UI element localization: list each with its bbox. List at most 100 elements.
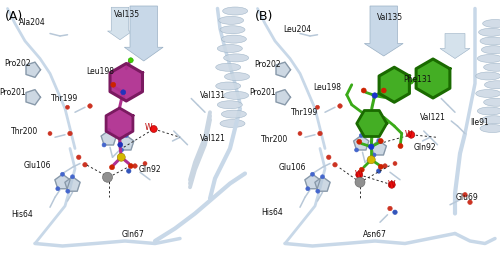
Circle shape <box>408 131 415 138</box>
Circle shape <box>388 181 395 188</box>
Text: His64: His64 <box>262 208 283 217</box>
Ellipse shape <box>482 20 500 27</box>
Text: W: W <box>355 170 362 179</box>
Text: (B): (B) <box>255 10 274 23</box>
FancyArrow shape <box>108 7 132 40</box>
Ellipse shape <box>224 54 248 62</box>
Text: Pro202: Pro202 <box>254 60 281 69</box>
Circle shape <box>372 153 376 157</box>
Circle shape <box>355 177 365 187</box>
Text: (A): (A) <box>5 10 23 23</box>
Polygon shape <box>305 174 320 189</box>
Circle shape <box>133 164 137 168</box>
Circle shape <box>383 164 387 168</box>
Polygon shape <box>371 141 386 155</box>
Polygon shape <box>118 135 134 150</box>
Text: W: W <box>145 123 152 132</box>
Ellipse shape <box>484 98 500 106</box>
Circle shape <box>354 148 358 152</box>
Circle shape <box>333 162 337 167</box>
Circle shape <box>377 139 381 142</box>
Circle shape <box>70 175 74 179</box>
Text: Glu106: Glu106 <box>24 161 52 170</box>
Circle shape <box>48 132 52 135</box>
Polygon shape <box>106 108 133 139</box>
Text: Val135: Val135 <box>114 10 140 19</box>
Circle shape <box>388 206 392 211</box>
Circle shape <box>326 155 331 160</box>
Circle shape <box>357 139 362 144</box>
Circle shape <box>398 143 403 149</box>
Circle shape <box>128 58 133 63</box>
Polygon shape <box>416 59 450 98</box>
Text: Leu198: Leu198 <box>314 83 342 92</box>
Ellipse shape <box>476 72 500 80</box>
Ellipse shape <box>478 54 500 62</box>
Ellipse shape <box>478 107 500 115</box>
Ellipse shape <box>218 101 242 109</box>
Ellipse shape <box>222 110 246 118</box>
Polygon shape <box>55 174 70 189</box>
Circle shape <box>110 165 114 170</box>
Circle shape <box>120 148 124 152</box>
Text: His64: His64 <box>12 210 34 219</box>
Circle shape <box>124 133 128 137</box>
Circle shape <box>338 104 342 108</box>
Circle shape <box>463 192 467 197</box>
Text: Val135: Val135 <box>377 13 403 22</box>
FancyArrow shape <box>440 33 470 59</box>
Ellipse shape <box>218 44 242 52</box>
Ellipse shape <box>224 91 248 99</box>
Text: Gln92: Gln92 <box>414 143 436 152</box>
Text: Thr200: Thr200 <box>262 135 288 144</box>
Circle shape <box>320 175 324 179</box>
Circle shape <box>378 139 384 143</box>
Text: Val121: Val121 <box>420 113 446 122</box>
Circle shape <box>126 169 131 173</box>
Ellipse shape <box>476 89 500 97</box>
Text: Leu204: Leu204 <box>284 25 312 34</box>
Text: W: W <box>388 180 395 189</box>
Circle shape <box>150 125 157 133</box>
Circle shape <box>66 189 70 193</box>
Text: Thr199: Thr199 <box>292 108 318 117</box>
Circle shape <box>367 156 375 164</box>
Ellipse shape <box>482 46 500 54</box>
Circle shape <box>88 104 92 108</box>
Ellipse shape <box>484 63 500 71</box>
Text: Asn67: Asn67 <box>363 230 387 239</box>
Circle shape <box>368 144 374 150</box>
Circle shape <box>378 164 384 169</box>
Text: Glu106: Glu106 <box>279 163 306 172</box>
Text: Pro202: Pro202 <box>4 59 31 68</box>
Text: Pro201: Pro201 <box>0 88 26 97</box>
Text: Val121: Val121 <box>200 134 226 143</box>
Polygon shape <box>101 131 116 145</box>
Ellipse shape <box>216 63 240 71</box>
FancyArrow shape <box>364 6 403 56</box>
Text: Val131: Val131 <box>200 91 226 100</box>
Polygon shape <box>354 135 369 150</box>
Text: Ala204: Ala204 <box>19 18 46 27</box>
Text: Thr200: Thr200 <box>12 126 38 135</box>
Ellipse shape <box>484 81 500 89</box>
Text: W: W <box>405 130 412 139</box>
Ellipse shape <box>482 116 500 124</box>
Polygon shape <box>315 177 330 191</box>
Ellipse shape <box>218 16 244 24</box>
Circle shape <box>107 128 111 133</box>
Ellipse shape <box>220 120 245 127</box>
Polygon shape <box>26 62 40 77</box>
Text: Pro201: Pro201 <box>249 88 276 97</box>
Text: Gln67: Gln67 <box>121 230 144 239</box>
Polygon shape <box>276 90 290 105</box>
Text: Leu198: Leu198 <box>86 67 114 76</box>
Ellipse shape <box>220 26 245 34</box>
Ellipse shape <box>480 124 500 133</box>
Ellipse shape <box>224 73 250 81</box>
Circle shape <box>316 105 320 109</box>
Circle shape <box>82 162 87 167</box>
Circle shape <box>359 167 364 172</box>
Polygon shape <box>379 67 410 102</box>
Circle shape <box>376 169 381 173</box>
